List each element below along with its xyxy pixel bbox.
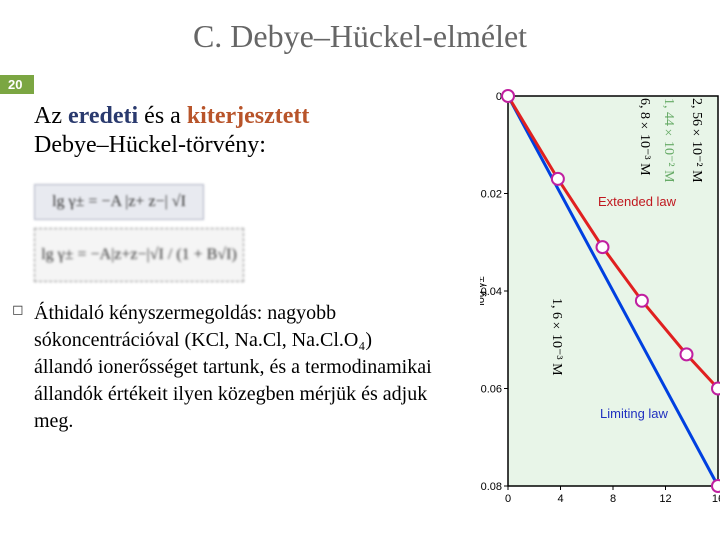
bullet-text: Áthidaló kényszermegoldás: nagyobb sókon… [14, 300, 434, 435]
svg-text:Limiting law: Limiting law [600, 406, 669, 421]
svg-text:12: 12 [659, 493, 671, 505]
equation-2: lg γ± = −A|z+z−|√I / (1 + B√I) [34, 228, 244, 282]
bullet-item: Áthidaló kényszermegoldás: nagyobb sókon… [14, 300, 434, 435]
conc-label-b: 1, 44×10⁻² M [660, 98, 676, 183]
subtitle-mid: és a [138, 103, 187, 129]
svg-text:log γ±: log γ± [480, 276, 487, 305]
conc-label-c: 2, 56×10⁻² M [688, 98, 704, 183]
svg-text:Extended law: Extended law [598, 194, 677, 209]
subtitle-hl1: eredeti [68, 103, 138, 129]
slide-title: C. Debye–Hückel-elmélet [0, 0, 720, 65]
svg-text:16: 16 [712, 493, 720, 505]
chart-area: 0-0.02-0.04-0.06-0.080481216log γ±Extend… [480, 88, 720, 518]
subtitle-prefix: Az [34, 103, 68, 129]
svg-text:-0.06: -0.06 [480, 384, 502, 396]
subtitle-hl2: kiterjesztett [187, 103, 310, 129]
subtitle-line2: Debye–Hückel-törvény: [34, 132, 266, 158]
svg-text:4: 4 [557, 493, 563, 505]
slide-number-badge: 20 [0, 75, 34, 94]
chart-svg: 0-0.02-0.04-0.06-0.080481216log γ±Extend… [480, 88, 720, 518]
equation-2-text: lg γ± = −A|z+z−|√I / (1 + B√I) [41, 246, 237, 264]
svg-text:-0.08: -0.08 [480, 481, 502, 493]
subtitle-block: Az eredeti és a kiterjesztett Debye–Hück… [34, 102, 309, 160]
conc-label-d: 1, 6×10⁻³ M [548, 298, 564, 376]
svg-text:0: 0 [505, 493, 511, 505]
svg-text:8: 8 [610, 493, 616, 505]
svg-text:-0.02: -0.02 [480, 189, 502, 201]
equation-1: lg γ± = −A |z+ z−| √I [34, 184, 204, 220]
conc-label-a: 6, 8×10⁻³ M [636, 98, 652, 176]
equation-1-text: lg γ± = −A |z+ z−| √I [52, 193, 186, 211]
